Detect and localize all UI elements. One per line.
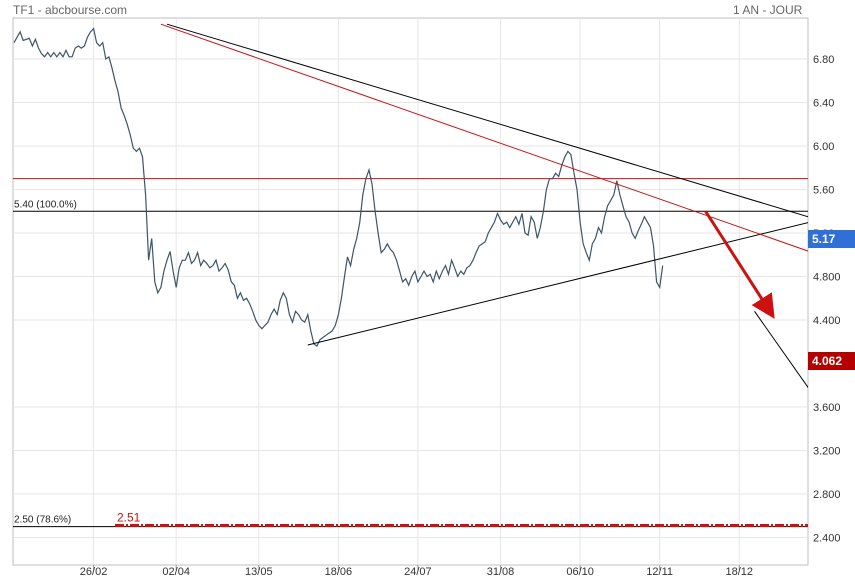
upper-resistance-line <box>166 23 808 218</box>
x-tick-label: 06/10 <box>566 566 594 578</box>
level-label: 5.40 (100.0%) <box>14 199 77 210</box>
x-tick-label: 12/11 <box>646 566 673 578</box>
price-line <box>13 27 664 348</box>
x-tick-label: 31/08 <box>487 566 515 578</box>
x-tick-label: 13/05 <box>245 566 273 578</box>
level-label: 2.51 <box>117 511 141 525</box>
price-tag-label: 5.17 <box>812 232 836 246</box>
x-tick-label: 24/07 <box>404 566 432 578</box>
period-label: 1 AN - JOUR <box>733 3 803 17</box>
x-tick-label: 18/12 <box>725 566 753 578</box>
chart-title: TF1 - abcbourse.com <box>13 3 128 17</box>
price-tag <box>808 352 855 370</box>
projection-line <box>754 311 808 389</box>
red-channel-line <box>160 23 808 252</box>
y-tick-label: 4.400 <box>813 315 841 327</box>
y-tick-label: 5.60 <box>813 185 834 197</box>
plot-frame <box>12 17 809 566</box>
y-tick-label: 3.600 <box>813 402 841 414</box>
lower-support-line <box>307 222 808 346</box>
y-tick-label: 6.40 <box>813 98 834 110</box>
y-tick-label: 4.800 <box>813 272 841 284</box>
y-tick-label: 6.80 <box>813 54 834 66</box>
y-tick-label: 3.200 <box>813 446 841 458</box>
x-tick-label: 18/06 <box>325 566 353 578</box>
price-tag <box>808 230 855 248</box>
level-label: 2.50 (78.6%) <box>14 515 71 526</box>
price-tag-label: 4.062 <box>812 354 842 368</box>
red-down-arrow <box>704 210 775 319</box>
x-tick-label: 26/02 <box>80 566 108 578</box>
y-tick-label: 2.400 <box>813 533 841 545</box>
x-tick-label: 02/04 <box>162 566 190 578</box>
y-tick-label: 2.800 <box>813 489 841 501</box>
y-tick-label: 6.00 <box>813 141 834 153</box>
